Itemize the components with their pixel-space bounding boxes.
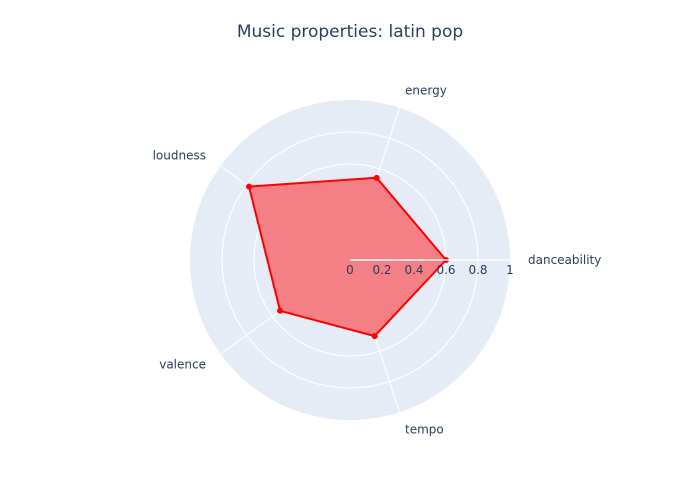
data-point-valence	[277, 307, 284, 314]
chart-title: Music properties: latin pop	[237, 22, 463, 42]
data-point-loudness	[246, 183, 253, 190]
angular-label-loudness: loudness	[153, 148, 206, 162]
radial-axis: 0 0.2 0.4 0.6 0.8 1	[346, 259, 514, 277]
radial-tick-label: 0.2	[372, 263, 391, 277]
series-layer	[246, 174, 449, 340]
radial-tick-label: 0.8	[468, 263, 487, 277]
radial-tick-label: 0	[346, 263, 354, 277]
series-area-0	[248, 176, 447, 338]
angular-label-danceability: danceability	[528, 253, 601, 267]
angular-label-valence: valence	[159, 358, 206, 372]
radial-tick-label: 0.6	[436, 263, 455, 277]
angular-label-tempo: tempo	[405, 422, 444, 436]
radial-tick-label: 0.4	[404, 263, 423, 277]
data-point-energy	[373, 174, 380, 181]
radial-tick-label: 1	[506, 263, 514, 277]
data-point-tempo	[371, 333, 378, 340]
angular-labels: danceability energy loudness valence tempo	[153, 84, 602, 437]
angular-label-energy: energy	[405, 84, 447, 98]
